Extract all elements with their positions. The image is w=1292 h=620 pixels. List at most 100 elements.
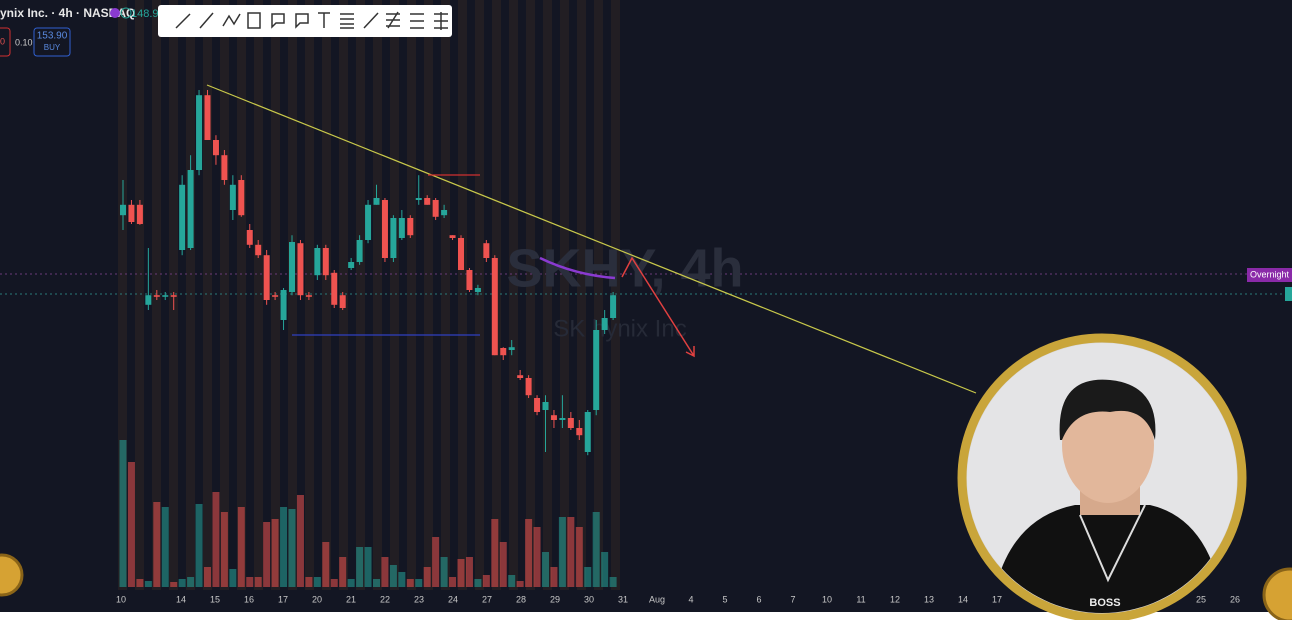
volume-bar (499, 542, 507, 587)
toolbar (158, 5, 452, 37)
tool[interactable] (247, 12, 261, 29)
volume-bar (482, 575, 490, 587)
candle-body (567, 418, 574, 428)
candle-body (550, 415, 557, 420)
volume-bar (254, 577, 262, 587)
band (560, 0, 569, 590)
volume-bar (364, 547, 372, 587)
toolbar-bg (158, 5, 452, 37)
tool[interactable] (199, 12, 214, 29)
shirt-text: BOSS (1089, 597, 1120, 609)
tool[interactable] (340, 13, 354, 29)
volume-bar (601, 552, 609, 587)
volume-bar (187, 577, 195, 587)
candle-body (128, 204, 135, 222)
candle-body (331, 272, 338, 305)
volume-bar (288, 509, 296, 587)
session-bands (118, 0, 620, 590)
volume-bar (305, 577, 313, 587)
x-tick-label: 27 (482, 594, 492, 604)
volume-bar (330, 579, 338, 587)
candle-body (474, 288, 481, 292)
buy-box[interactable] (33, 27, 71, 57)
candle-body (305, 295, 312, 297)
x-tick-label: 26 (1230, 594, 1240, 604)
candle-body (576, 428, 583, 436)
tool[interactable] (363, 12, 379, 29)
tool[interactable] (410, 13, 424, 29)
icon (110, 8, 120, 18)
volume-bar (516, 581, 524, 587)
candle-body (196, 95, 203, 170)
band (305, 0, 314, 590)
band (577, 0, 586, 590)
volume-bar (347, 579, 355, 587)
volume-bar (271, 519, 279, 587)
x-tick-label: 7 (790, 594, 795, 604)
band (407, 0, 416, 590)
tool[interactable] (271, 13, 285, 29)
candle-body (162, 295, 169, 297)
x-tick-label: 5 (722, 594, 727, 604)
band (203, 0, 212, 590)
candle-body (314, 248, 321, 276)
sell-box[interactable] (0, 27, 11, 57)
candle-body (212, 140, 219, 156)
candle-body (398, 218, 405, 238)
price: 148.93 (131, 8, 165, 20)
hair (1059, 379, 1156, 440)
band (237, 0, 246, 590)
band (475, 0, 484, 590)
candle-body (458, 238, 464, 270)
tool[interactable] (434, 12, 448, 30)
candle-body (424, 198, 431, 205)
symbol: ynix Inc. · 4h · NASDAQ (0, 6, 135, 20)
candle-body (187, 170, 194, 248)
candle-body (610, 295, 617, 318)
sell-value: 0 (0, 36, 5, 46)
band (390, 0, 399, 590)
tool[interactable] (318, 12, 330, 28)
volume-bar (432, 537, 440, 587)
x-tick-label: 29 (550, 594, 560, 604)
volume-bar (263, 522, 271, 587)
band (186, 0, 195, 590)
volume-bar (592, 512, 600, 587)
volume-bar (542, 552, 549, 587)
band (611, 0, 620, 590)
candle-body (179, 184, 186, 250)
volume-bar (322, 542, 330, 587)
band (220, 0, 229, 590)
volume-bar (127, 462, 135, 587)
candle-body (407, 218, 414, 236)
candle-body (297, 243, 304, 296)
x-tick-label: 23 (414, 594, 424, 604)
band (118, 0, 127, 590)
tool[interactable] (295, 13, 309, 29)
session-tag (1247, 268, 1292, 282)
x-tick-label: 14 (958, 594, 968, 604)
plot (119, 90, 617, 587)
band (424, 0, 433, 590)
tool[interactable] (222, 13, 241, 27)
volume-bar (381, 557, 389, 587)
band (339, 0, 348, 590)
tool[interactable] (175, 13, 191, 29)
x-tick-label: 12 (890, 594, 900, 604)
candle-body (229, 184, 236, 210)
candle-body (593, 330, 600, 410)
price-tag (1285, 287, 1292, 301)
volume-bar (195, 504, 203, 587)
volume-bar (525, 519, 533, 587)
volume-bar (313, 577, 321, 587)
face (1062, 387, 1154, 503)
chain (1079, 504, 1146, 583)
tool[interactable] (386, 11, 400, 29)
volume-bar (575, 527, 583, 587)
candle-body (365, 204, 372, 240)
candle-body (289, 242, 295, 292)
volume-bar (609, 577, 617, 587)
candle-body (204, 95, 211, 140)
volume-bar (550, 567, 558, 587)
candle-body (449, 235, 456, 238)
